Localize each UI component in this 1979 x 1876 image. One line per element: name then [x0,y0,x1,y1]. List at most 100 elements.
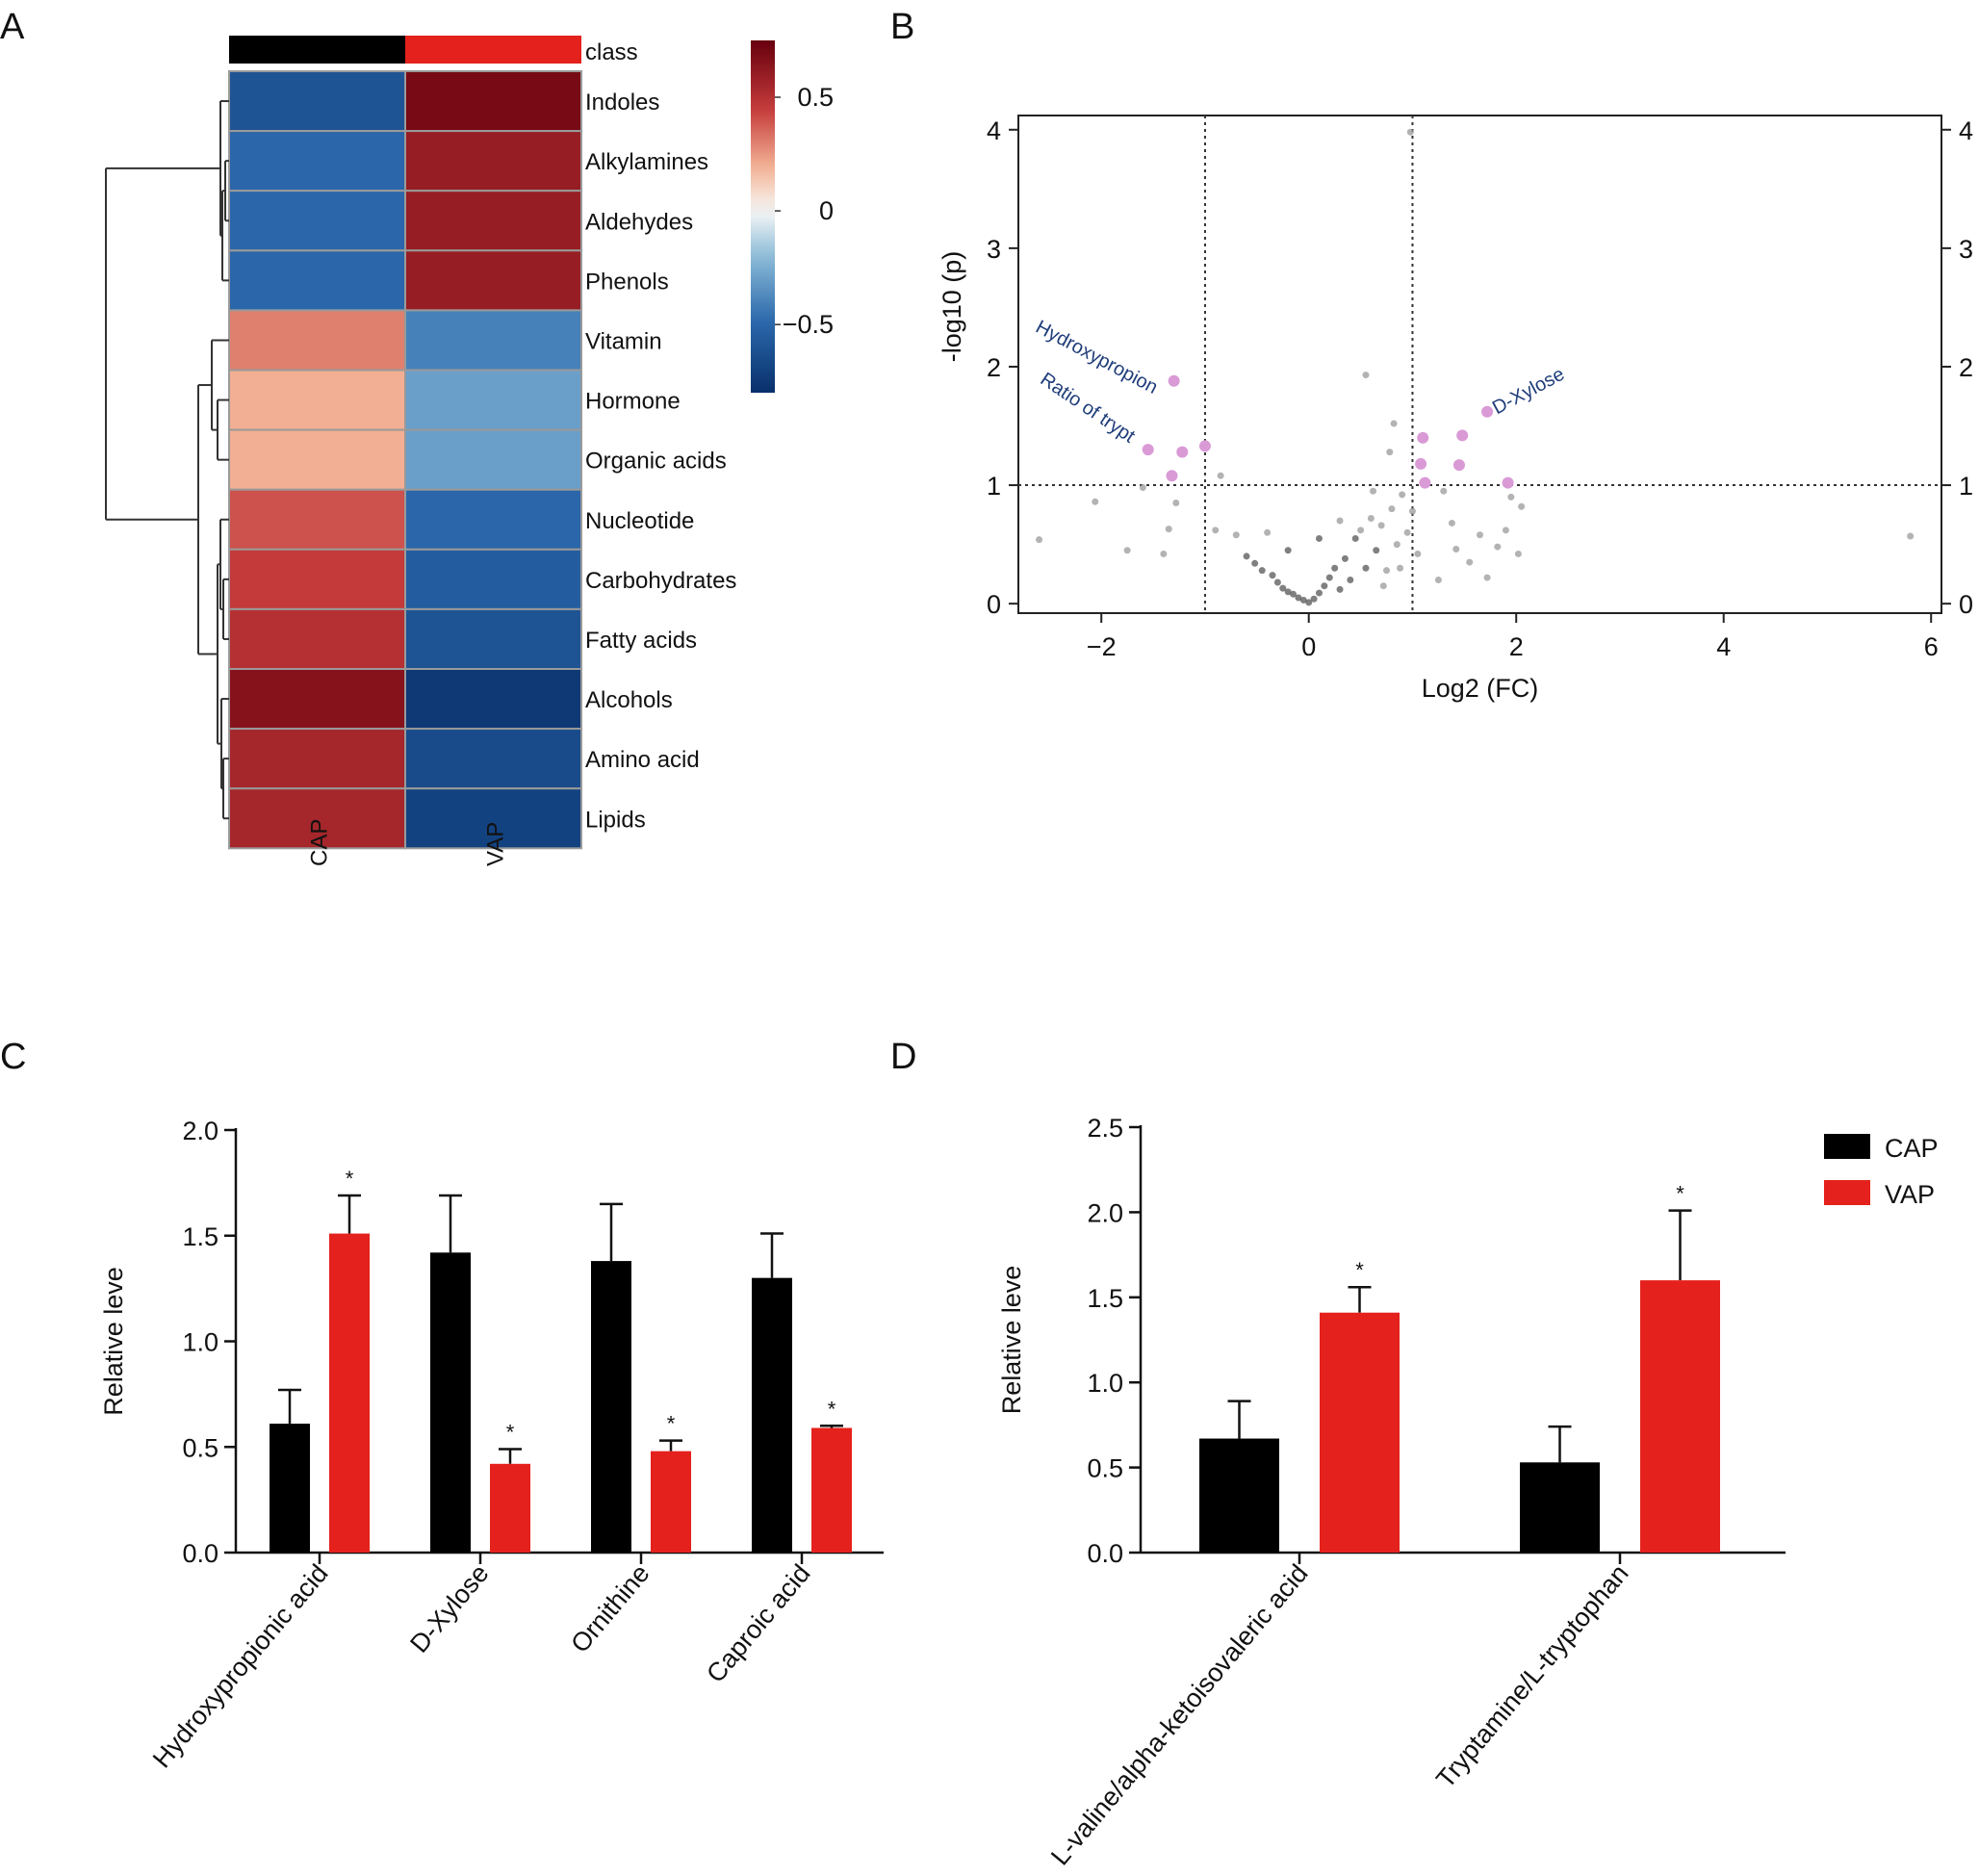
class-bar-cap [229,36,405,64]
heatmap-cell [228,548,406,610]
significance-marker: * [828,1397,836,1421]
bar [591,1261,631,1553]
y-tick-label: 1.0 [182,1328,218,1357]
plot-frame [1017,115,1942,614]
data-point [1217,472,1224,479]
y-tick-label: 0 [987,590,1001,619]
data-point [1373,547,1380,554]
data-point [1036,536,1043,544]
data-point [1351,534,1359,542]
data-point [1362,564,1370,572]
data-point [1414,550,1422,557]
data-point [1341,554,1349,562]
significant-point [1481,405,1494,418]
heatmap-cell [228,728,406,790]
heatmap-cell [404,488,582,551]
heatmap-cell [404,787,582,850]
significant-point [1456,429,1469,442]
y-tick-label: 0.5 [182,1433,218,1462]
x-tick-label: Caproic acid [701,1559,815,1688]
row-label: Vitamin [585,328,662,354]
significant-point [1198,440,1211,452]
significance-marker: * [1355,1258,1364,1282]
data-point [1310,595,1318,603]
bar-chart-d-panel: 0.0 0.5 1.0 1.5 2.0 2.5 Relative leve * L-valine… [997,1114,1939,1871]
data-point [1290,590,1298,598]
significant-point [1166,470,1178,482]
heatmap-cell [404,548,582,610]
data-point [1397,564,1404,572]
point-annotation: D-Xylose [1489,364,1568,420]
heatmap-cell [228,428,406,491]
heatmap-cell [228,787,406,850]
heatmap-cell [228,369,406,431]
data-point [1379,582,1387,590]
data-point [1399,491,1406,499]
row-label: Hormone [585,389,681,415]
data-point [1251,559,1259,567]
significance-marker: * [506,1420,515,1444]
significance-marker: * [1676,1182,1684,1206]
data-point [1483,574,1491,581]
data-point [1284,547,1292,554]
row-label: Fatty acids [585,628,697,654]
heatmap-cell [404,190,582,252]
row-label: Phenols [585,269,669,295]
data-point [1160,550,1168,557]
bar [1199,1438,1279,1553]
heatmap-cell [404,728,582,790]
data-point [1477,531,1483,539]
x-tick-label: Tryptamine/L-tryptophan [1430,1559,1633,1794]
bar [430,1252,471,1553]
row-label: Aldehydes [585,209,693,235]
y-axis-label: -log10 (p) [938,251,966,363]
x-tick-label: −2 [1087,632,1117,661]
data-point [1123,547,1131,554]
bar [811,1427,852,1553]
data-point [1165,526,1172,533]
class-bar-vap [405,36,581,64]
panel-letter-b: B [890,7,914,47]
data-point [1305,599,1313,606]
panel-letter-d: D [890,1037,916,1077]
significant-point [1417,431,1429,444]
row-label: Alkylamines [585,149,708,175]
data-point [1347,577,1354,584]
heatmap-cell [228,309,406,372]
data-point [1452,546,1460,553]
row-label: Indoles [585,90,659,116]
row-label: Amino acid [585,747,700,773]
row-label: Carbohydrates [585,568,736,594]
legend-swatch-vap [1824,1180,1870,1205]
data-point [1390,420,1398,427]
column-label: CAP [307,819,333,866]
data-point [1388,505,1396,513]
heatmap-cell [404,309,582,372]
heatmap-cell [404,249,582,312]
significance-marker: * [346,1167,354,1191]
heatmap-cell [228,668,406,731]
heatmap-cell [228,70,406,133]
heatmap-cell [404,130,582,193]
data-point [1315,534,1323,542]
bar [490,1463,530,1553]
data-point [1315,589,1323,597]
data-point [1403,528,1411,536]
data-point [1518,502,1526,510]
bar [1320,1312,1400,1553]
data-point [1092,498,1099,505]
heatmap-cell [404,668,582,731]
heatmap-cell [228,607,406,671]
class-label: class [585,39,638,65]
data-point [1139,484,1146,492]
y-tick-label: 1.5 [182,1222,218,1251]
y-axis-label: Relative leve [99,1267,128,1416]
panel-letter-a: A [0,7,25,47]
y-tick-label: 3 [987,235,1001,264]
y-tick-label: 4 [987,116,1001,145]
x-tick-label: 4 [1716,632,1731,661]
row-label: Alcohols [585,687,673,713]
data-point [1434,577,1442,584]
heatmap-cell [404,369,582,431]
y-tick-label: 2.0 [182,1117,218,1145]
